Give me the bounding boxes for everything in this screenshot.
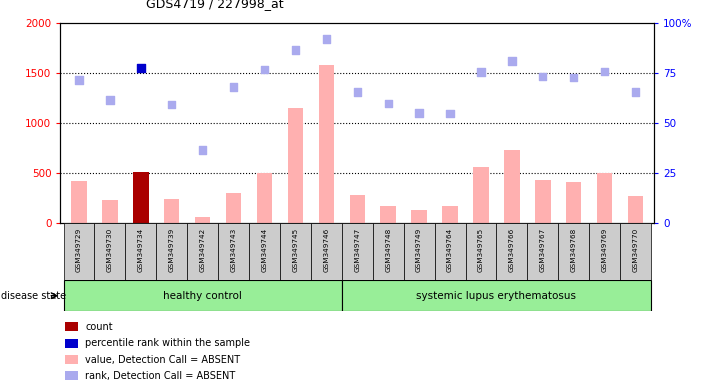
- Text: GSM349769: GSM349769: [602, 227, 608, 271]
- Text: GSM349747: GSM349747: [354, 227, 360, 271]
- Text: GSM349734: GSM349734: [138, 227, 144, 271]
- Point: [73, 77, 85, 83]
- Text: systemic lupus erythematosus: systemic lupus erythematosus: [417, 291, 577, 301]
- Text: count: count: [85, 322, 113, 332]
- Bar: [566, 182, 582, 223]
- Text: GSM349729: GSM349729: [76, 227, 82, 271]
- Text: GSM349744: GSM349744: [262, 227, 267, 271]
- Bar: [628, 196, 643, 223]
- Bar: [350, 195, 365, 223]
- Bar: [466, 223, 496, 280]
- Point: [630, 89, 641, 95]
- Point: [537, 73, 548, 79]
- Bar: [195, 217, 210, 223]
- Point: [259, 66, 270, 73]
- Text: GSM349743: GSM349743: [230, 227, 237, 271]
- Point: [475, 69, 486, 75]
- Bar: [63, 223, 95, 280]
- Text: GSM349767: GSM349767: [540, 227, 546, 271]
- Bar: [125, 223, 156, 280]
- Text: healthy control: healthy control: [164, 291, 242, 301]
- Text: GDS4719 / 227998_at: GDS4719 / 227998_at: [146, 0, 284, 10]
- Bar: [412, 210, 427, 223]
- Bar: [95, 223, 125, 280]
- Text: rank, Detection Call = ABSENT: rank, Detection Call = ABSENT: [85, 371, 235, 381]
- Bar: [442, 206, 458, 223]
- Bar: [218, 223, 249, 280]
- Bar: [249, 223, 280, 280]
- Text: GSM349730: GSM349730: [107, 227, 113, 271]
- Bar: [65, 339, 78, 348]
- Bar: [342, 280, 651, 311]
- Bar: [474, 167, 488, 223]
- Bar: [589, 223, 620, 280]
- Bar: [65, 323, 78, 331]
- Text: GSM349766: GSM349766: [509, 227, 515, 271]
- Bar: [164, 199, 179, 223]
- Text: GSM349746: GSM349746: [324, 227, 329, 271]
- Point: [351, 89, 363, 95]
- Bar: [504, 150, 520, 223]
- Bar: [65, 355, 78, 364]
- Bar: [434, 223, 466, 280]
- Point: [290, 47, 301, 53]
- Bar: [558, 223, 589, 280]
- Point: [599, 68, 610, 74]
- Text: GSM349742: GSM349742: [200, 227, 205, 271]
- Point: [383, 100, 394, 106]
- Bar: [620, 223, 651, 280]
- Bar: [156, 223, 187, 280]
- Text: GSM349745: GSM349745: [292, 227, 299, 271]
- Bar: [528, 223, 558, 280]
- Bar: [342, 223, 373, 280]
- Bar: [65, 371, 78, 380]
- Point: [568, 74, 579, 81]
- Bar: [133, 172, 149, 223]
- Bar: [597, 173, 612, 223]
- Point: [413, 110, 424, 116]
- Text: value, Detection Call = ABSENT: value, Detection Call = ABSENT: [85, 354, 240, 364]
- Text: percentile rank within the sample: percentile rank within the sample: [85, 338, 250, 348]
- Point: [166, 101, 178, 108]
- Text: GSM349768: GSM349768: [571, 227, 577, 271]
- Point: [444, 110, 456, 116]
- Point: [197, 147, 208, 153]
- Bar: [404, 223, 434, 280]
- Point: [135, 65, 146, 71]
- Bar: [257, 173, 272, 223]
- Bar: [496, 223, 528, 280]
- Bar: [102, 200, 117, 223]
- Point: [506, 58, 518, 64]
- Bar: [373, 223, 404, 280]
- Bar: [288, 108, 303, 223]
- Bar: [311, 223, 342, 280]
- Point: [321, 36, 332, 42]
- Text: GSM349764: GSM349764: [447, 227, 453, 271]
- Text: GSM349765: GSM349765: [478, 227, 484, 271]
- Text: GSM349748: GSM349748: [385, 227, 391, 271]
- Bar: [187, 223, 218, 280]
- Point: [228, 84, 240, 90]
- Bar: [280, 223, 311, 280]
- Text: GSM349749: GSM349749: [416, 227, 422, 271]
- Bar: [71, 181, 87, 223]
- Bar: [63, 280, 342, 311]
- Bar: [380, 206, 396, 223]
- Point: [105, 97, 116, 103]
- Bar: [226, 193, 241, 223]
- Bar: [535, 180, 550, 223]
- Text: GSM349739: GSM349739: [169, 227, 175, 271]
- Text: disease state: disease state: [1, 291, 66, 301]
- Text: GSM349770: GSM349770: [633, 227, 638, 271]
- Bar: [319, 65, 334, 223]
